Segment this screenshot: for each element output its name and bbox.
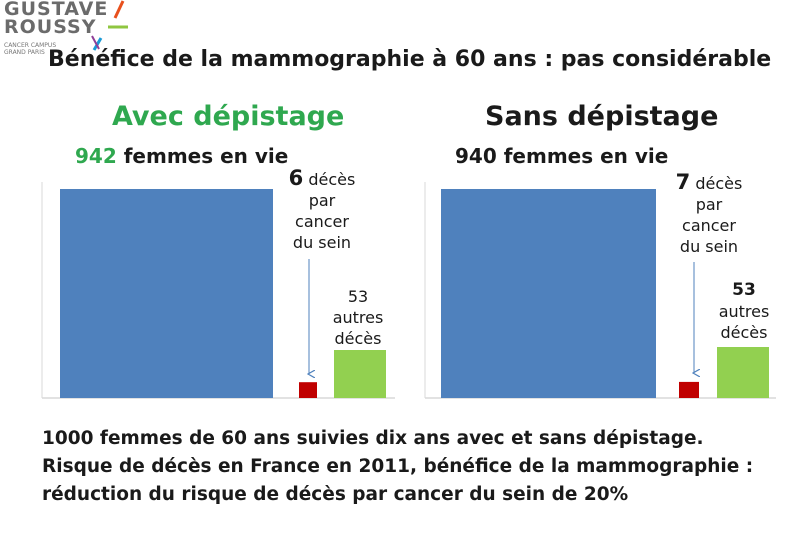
bar-cancer-deaths-with-screening	[299, 382, 317, 398]
other-deaths-label-right: 53 autres décès	[712, 280, 776, 343]
logo-accent-blue	[92, 37, 103, 51]
panel-title-with-screening: Avec dépistage	[112, 101, 345, 132]
cancer-deaths-count-left: 6	[288, 166, 304, 190]
other-deaths-text1-left: autres	[332, 308, 384, 327]
logo-accent-orange	[113, 0, 125, 19]
cancer-deaths-text3-left: cancer	[295, 212, 349, 231]
alive-count-left: 942	[75, 144, 117, 168]
cancer-deaths-text4-right: du sein	[679, 237, 739, 256]
cancer-deaths-text2-right: par	[695, 195, 723, 214]
footer-text: 1000 femmes de 60 ans suivies dix ans av…	[42, 425, 802, 509]
footer-line-1: 1000 femmes de 60 ans suivies dix ans av…	[42, 428, 704, 449]
footer-line-3: réduction du risque de décès par cancer …	[42, 484, 629, 505]
alive-label-left: 942 femmes en vie	[75, 144, 288, 168]
gustave-roussy-logo: GUSTAVE ROUSSY CANCER CAMPUS GRAND PARIS	[4, 0, 144, 62]
bar-cancer-deaths-without-screening	[679, 381, 699, 398]
bar-alive-without-screening	[441, 189, 656, 398]
logo-accent-marks	[91, 0, 128, 51]
alive-text-left: femmes en vie	[116, 144, 289, 168]
cancer-deaths-label-left: 6 décès par cancer du sein	[283, 168, 361, 253]
logo-line-4: GRAND PARIS	[4, 49, 45, 56]
logo-line-1: GUSTAVE	[4, 0, 109, 20]
cancer-deaths-text2-left: par	[308, 191, 336, 210]
logo-line-2: ROUSSY	[4, 16, 97, 38]
slide-title: Bénéfice de la mammographie à 60 ans : p…	[48, 47, 772, 72]
other-deaths-text1-right: autres	[718, 302, 770, 321]
cancer-deaths-text4-left: du sein	[292, 233, 352, 252]
cancer-deaths-count-right: 7	[675, 170, 691, 194]
cancer-deaths-text1-right: décès	[690, 174, 743, 193]
panel-title-without-screening: Sans dépistage	[485, 101, 719, 132]
bar-alive-with-screening	[60, 189, 273, 398]
other-deaths-text2-right: décès	[720, 323, 768, 342]
cancer-deaths-text1-left: décès	[303, 170, 356, 189]
bar-other-deaths-with-screening	[334, 350, 386, 398]
logo-accent-purple	[91, 35, 100, 50]
other-deaths-label-left: 53 autres décès	[326, 286, 390, 349]
logo-line-3: CANCER CAMPUS	[4, 42, 57, 49]
cancer-deaths-text3-right: cancer	[682, 216, 736, 235]
other-deaths-text2-left: décès	[334, 329, 382, 348]
other-deaths-count-right: 53	[732, 280, 756, 300]
cancer-deaths-label-right: 7 décès par cancer du sein	[670, 172, 748, 257]
alive-label-right: 940 femmes en vie	[455, 144, 669, 168]
bar-other-deaths-without-screening	[717, 347, 769, 398]
other-deaths-count-left: 53	[347, 287, 369, 306]
footer-line-2: Risque de décès en France en 2011, bénéf…	[42, 456, 754, 477]
